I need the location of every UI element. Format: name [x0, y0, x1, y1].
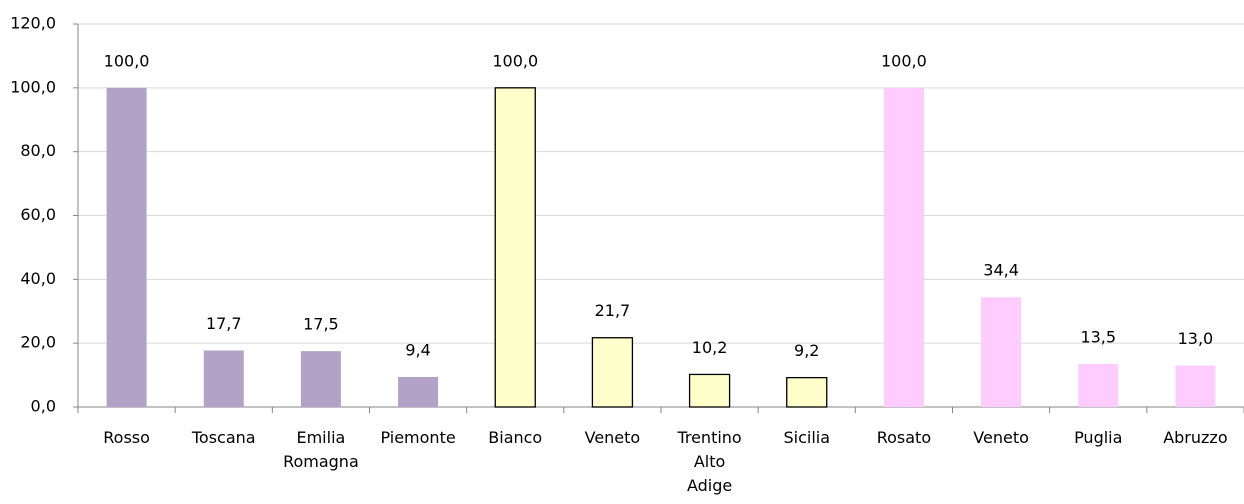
x-tick-label-line: Alto	[694, 452, 725, 471]
x-tick-label: Sicilia	[783, 428, 830, 447]
bar	[300, 351, 341, 407]
y-tick-label: 40,0	[20, 269, 56, 288]
data-label: 17,7	[206, 314, 242, 333]
bar	[106, 87, 147, 407]
data-label: 100,0	[881, 51, 927, 70]
data-label: 100,0	[492, 51, 538, 70]
bar	[883, 87, 924, 407]
bar	[203, 350, 244, 407]
bar	[398, 376, 439, 407]
bar	[981, 297, 1022, 407]
y-tick-label: 80,0	[20, 141, 56, 160]
x-tick-label-line: Bianco	[488, 428, 542, 447]
x-tick-label-line: Toscana	[191, 428, 256, 447]
data-label: 13,5	[1080, 327, 1116, 346]
y-tick-label: 120,0	[10, 14, 56, 33]
x-tick-label: Bianco	[488, 428, 542, 447]
data-label: 9,2	[794, 341, 819, 360]
bar	[494, 87, 536, 408]
x-tick-label: Piemonte	[380, 428, 455, 447]
data-label: 10,2	[692, 338, 728, 357]
x-tick-label-line: Piemonte	[380, 428, 455, 447]
x-tick-label-line: Adige	[687, 476, 732, 495]
x-tick-label-line: Veneto	[973, 428, 1029, 447]
data-label: 100,0	[104, 51, 150, 70]
bar	[591, 337, 634, 408]
x-tick-label: Puglia	[1074, 428, 1122, 447]
x-tick-label-line: Rosato	[877, 428, 931, 447]
data-label: 34,4	[983, 261, 1019, 280]
x-tick-label-line: Sicilia	[783, 428, 830, 447]
x-tick-label: Rosato	[877, 428, 931, 447]
x-tick-label: Toscana	[191, 428, 256, 447]
bar	[1078, 363, 1119, 407]
y-tick-label: 100,0	[10, 77, 56, 96]
x-tick-label: Veneto	[973, 428, 1029, 447]
x-tick-label-line: Rosso	[103, 428, 150, 447]
y-tick-label: 60,0	[20, 205, 56, 224]
x-tick-label-line: Veneto	[585, 428, 641, 447]
data-label: 13,0	[1178, 329, 1214, 348]
x-tick-label-line: Abruzzo	[1163, 428, 1227, 447]
x-tick-label: Rosso	[103, 428, 150, 447]
x-tick-label-line: Puglia	[1074, 428, 1122, 447]
x-tick-label-line: Emilia	[296, 428, 345, 447]
x-tick-label-line: Romagna	[283, 452, 359, 471]
bar	[786, 376, 828, 408]
x-tick-label-line: Trentino	[676, 428, 741, 447]
y-tick-label: 0,0	[31, 397, 56, 416]
bar	[688, 373, 731, 408]
y-tick-label: 20,0	[20, 333, 56, 352]
data-label: 21,7	[595, 301, 631, 320]
x-tick-label: Emilia Romagna	[283, 428, 359, 471]
data-label: 17,5	[303, 315, 339, 334]
bar	[1175, 365, 1216, 407]
x-tick-label: Veneto	[585, 428, 641, 447]
x-tick-label: Trentino Alto Adige	[676, 428, 741, 495]
data-label: 9,4	[405, 340, 430, 359]
x-tick-label: Abruzzo	[1163, 428, 1227, 447]
